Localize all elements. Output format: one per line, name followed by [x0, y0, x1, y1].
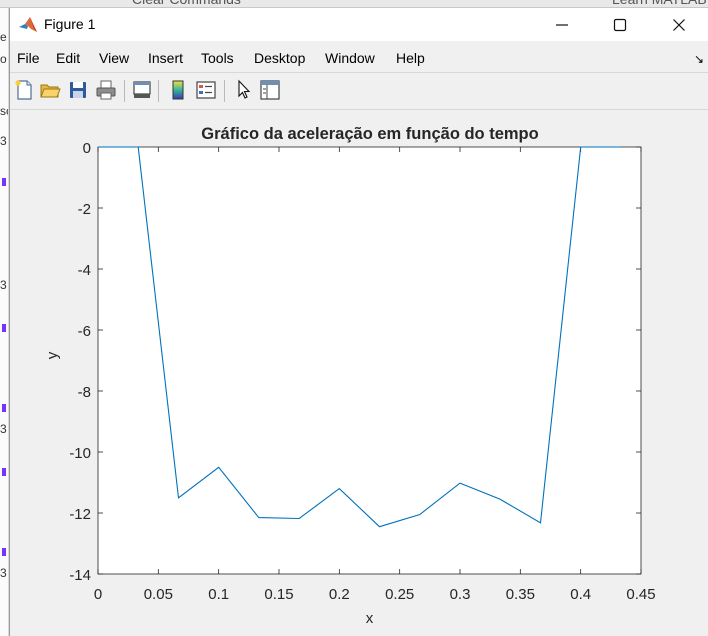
y-tick-label: -12 — [69, 506, 91, 523]
insert-colorbar-icon — [172, 80, 184, 100]
menu-help[interactable]: Help — [396, 50, 425, 66]
x-tick-label: 0.25 — [385, 586, 414, 603]
save-figure-button[interactable] — [66, 78, 90, 102]
link-plot-button[interactable] — [130, 78, 154, 102]
menu-edit[interactable]: Edit — [56, 50, 81, 66]
series-line-aceleracao — [98, 146, 621, 528]
insert-legend-icon — [196, 81, 216, 99]
x-tick-label: 0.3 — [450, 586, 471, 603]
background-clear-commands-label: Clear Commands — [132, 0, 241, 7]
menu-separator — [10, 72, 708, 73]
background-char: 3 — [0, 278, 7, 292]
y-tick-label: -8 — [78, 384, 91, 401]
toolbar-separator — [158, 80, 159, 102]
y-axis-label: y — [44, 351, 61, 359]
background-desktop-strip: Clear Commands Learn MATLAB — [0, 0, 708, 8]
y-tick-label: 0 — [83, 140, 91, 157]
background-char: sc — [0, 104, 8, 118]
x-tick-label: 0.1 — [208, 586, 229, 603]
x-tick-label: 0.4 — [570, 586, 591, 603]
new-figure-button[interactable] — [12, 78, 36, 102]
toolbar-separator — [224, 80, 225, 102]
y-tick-label: -6 — [78, 323, 91, 340]
insert-legend-button[interactable] — [194, 78, 218, 102]
menu-file[interactable]: File — [17, 50, 40, 66]
axes-box[interactable] — [97, 146, 642, 575]
print-figure-icon — [96, 80, 116, 100]
property-inspector-icon — [260, 80, 280, 100]
figure-toolbar — [10, 74, 708, 106]
menu-window[interactable]: Window — [325, 50, 375, 66]
edit-plot-button[interactable] — [232, 78, 256, 102]
edit-plot-icon — [238, 79, 251, 99]
matlab-logo-icon — [18, 15, 38, 35]
open-file-icon — [40, 84, 61, 98]
x-tick-label: 0.2 — [329, 586, 350, 603]
background-marker — [2, 548, 6, 556]
background-char: o — [0, 52, 7, 66]
link-plot-icon — [133, 81, 151, 98]
maximize-icon — [613, 18, 627, 31]
menu-tools[interactable]: Tools — [201, 50, 234, 66]
property-inspector-button[interactable] — [258, 78, 282, 102]
window-title: Figure 1 — [44, 16, 96, 32]
y-tick-label: -14 — [69, 567, 91, 584]
print-figure-button[interactable] — [94, 78, 118, 102]
tick-labels: 0 0.05 0.1 0.15 0.2 0.25 0.3 0.35 0.4 0.45 0 -2 -4 -6… — [69, 140, 655, 603]
background-marker — [2, 468, 6, 476]
minimize-icon — [556, 23, 568, 26]
save-figure-icon — [70, 82, 86, 98]
x-tick-label: 0.45 — [626, 586, 655, 603]
menu-bar: File Edit View Insert Tools Desktop Wind… — [10, 48, 708, 70]
background-learn-matlab-label: Learn MATLAB — [612, 0, 707, 7]
background-command-window-edge: e o sc 3 3 3 3 — [0, 8, 9, 636]
new-figure-icon — [15, 80, 32, 100]
background-char: 3 — [0, 566, 7, 580]
y-tick-label: -4 — [78, 262, 91, 279]
minimize-button[interactable] — [533, 8, 591, 41]
x-tick-label: 0.35 — [506, 586, 535, 603]
dock-figure-icon[interactable]: ↘ — [693, 52, 704, 66]
x-tick-label: 0 — [94, 586, 102, 603]
menu-view[interactable]: View — [99, 50, 130, 66]
open-file-button[interactable] — [38, 78, 62, 102]
background-marker — [2, 178, 6, 186]
background-char: 3 — [0, 422, 7, 436]
close-icon — [673, 18, 685, 31]
background-marker — [2, 324, 6, 332]
title-bar[interactable]: Figure 1 — [10, 8, 708, 41]
insert-colorbar-button[interactable] — [166, 78, 190, 102]
toolbar-bottom-separator — [10, 109, 708, 110]
background-char: e — [0, 30, 7, 44]
x-tick-label: 0.15 — [264, 586, 293, 603]
y-tick-label: -2 — [78, 201, 91, 218]
menu-desktop[interactable]: Desktop — [254, 50, 306, 66]
x-axis-label: x — [366, 610, 374, 627]
maximize-button[interactable] — [591, 8, 649, 41]
close-button[interactable] — [650, 8, 708, 41]
menu-insert[interactable]: Insert — [148, 50, 184, 66]
background-char: 3 — [0, 134, 7, 148]
x-tick-label: 0.05 — [144, 586, 173, 603]
background-marker — [2, 404, 6, 412]
chart-title: Gráfico da aceleração em função do tempo — [201, 125, 538, 143]
toolbar-separator — [124, 80, 125, 102]
y-tick-label: -10 — [69, 445, 91, 462]
